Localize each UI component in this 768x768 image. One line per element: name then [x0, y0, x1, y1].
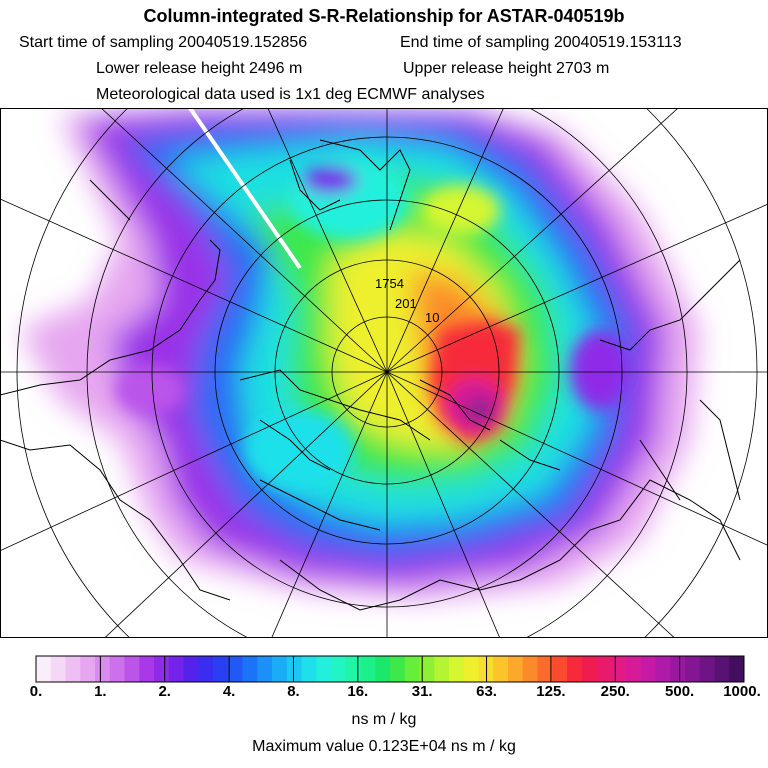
colorbar-swatch — [36, 656, 52, 682]
colorbar-swatch — [345, 656, 361, 682]
colorbar-swatch — [139, 656, 155, 682]
map-label: 10 — [425, 310, 439, 325]
colorbar-swatch — [183, 656, 199, 682]
colorbar-swatch — [124, 656, 140, 682]
map-label: 1754 — [375, 276, 404, 291]
colorbar-swatch — [493, 656, 509, 682]
colorbar-swatch — [463, 656, 479, 682]
colorbar-swatch — [109, 656, 125, 682]
colorbar-swatch — [272, 656, 288, 682]
colorbar-swatch — [670, 656, 686, 682]
colorbar-swatch — [50, 656, 66, 682]
colorbar-tick-label: 250. — [601, 683, 630, 700]
colorbar-swatch — [95, 656, 111, 682]
colorbar-swatch — [626, 656, 642, 682]
colorbar-swatch — [168, 656, 184, 682]
colorbar-swatch — [699, 656, 715, 682]
colorbar-swatch — [611, 656, 627, 682]
colorbar-swatch — [242, 656, 258, 682]
colorbar-tick-label: 1000. — [723, 683, 761, 700]
graticule — [0, 108, 768, 638]
colorbar: 0. 1. 2. 4. 8. 16. 31. 63. 125. 250. 500. 1000. — [30, 655, 761, 700]
colorbar-tick-label: 500. — [665, 683, 694, 700]
colorbar-swatch — [552, 656, 568, 682]
colorbar-tick-label: 2. — [158, 683, 171, 700]
colorbar-tick-label: 1. — [94, 683, 107, 700]
colorbar-tick-label: 8. — [287, 683, 300, 700]
upper-release-label: Upper release height 2703 m — [403, 60, 610, 77]
colorbar-tick-label: 63. — [476, 683, 497, 700]
colorbar-swatch — [729, 656, 745, 682]
colorbar-swatch — [581, 656, 597, 682]
colorbar-swatch — [80, 656, 96, 682]
data-gap-line — [188, 108, 302, 270]
colorbar-swatch — [655, 656, 671, 682]
colorbar-swatch — [198, 656, 214, 682]
sensitivity-field — [20, 108, 700, 600]
colorbar-swatch — [227, 656, 243, 682]
colorbar-swatch — [508, 656, 524, 682]
colorbar-ticks: 0. 1. 2. 4. 8. 16. 31. 63. 125. 250. 500. 1000. — [30, 656, 761, 700]
colorbar-swatch — [434, 656, 450, 682]
colorbar-tick-label: 0. — [30, 683, 43, 700]
colorbar-swatch — [640, 656, 656, 682]
colorbar-swatch — [154, 656, 170, 682]
colorbar-swatch — [685, 656, 701, 682]
maximum-value-label: Maximum value 0.123E+04 ns m / kg — [252, 738, 516, 755]
colorbar-swatch — [316, 656, 332, 682]
colorbar-swatch — [404, 656, 420, 682]
colorbar-swatch — [449, 656, 465, 682]
colorbar-tick-label: 16. — [347, 683, 368, 700]
colorbar-frame — [35, 655, 745, 683]
plot-title: Column-integrated S-R-Relationship for A… — [143, 6, 625, 26]
colorbar-tick-label: 125. — [536, 683, 565, 700]
colorbar-swatch — [714, 656, 730, 682]
map-label: 201 — [395, 296, 417, 311]
meteorology-label: Meteorological data used is 1x1 deg ECMW… — [96, 86, 485, 103]
polar-map: 1754 201 10 — [0, 108, 768, 638]
colorbar-swatch — [596, 656, 612, 682]
units-label: ns m / kg — [351, 711, 417, 728]
end-time-label: End time of sampling 20040519.153113 — [400, 34, 682, 51]
colorbar-tick-label: 31. — [412, 683, 433, 700]
colorbar-swatch — [522, 656, 538, 682]
start-time-label: Start time of sampling 20040519.152856 — [19, 34, 308, 51]
colorbar-swatch — [375, 656, 391, 682]
colorbar-swatch — [213, 656, 229, 682]
lower-release-label: Lower release height 2496 m — [96, 60, 303, 77]
colorbar-swatch — [286, 656, 302, 682]
colorbar-swatch — [537, 656, 553, 682]
colorbar-swatch — [301, 656, 317, 682]
coastlines — [0, 139, 741, 611]
colorbar-swatch — [331, 656, 347, 682]
colorbar-tick-label: 4. — [223, 683, 236, 700]
colorbar-swatch — [65, 656, 81, 682]
colorbar-swatches — [36, 656, 745, 682]
colorbar-swatch — [360, 656, 376, 682]
colorbar-swatch — [419, 656, 435, 682]
colorbar-swatch — [257, 656, 273, 682]
colorbar-swatch — [567, 656, 583, 682]
colorbar-swatch — [390, 656, 406, 682]
